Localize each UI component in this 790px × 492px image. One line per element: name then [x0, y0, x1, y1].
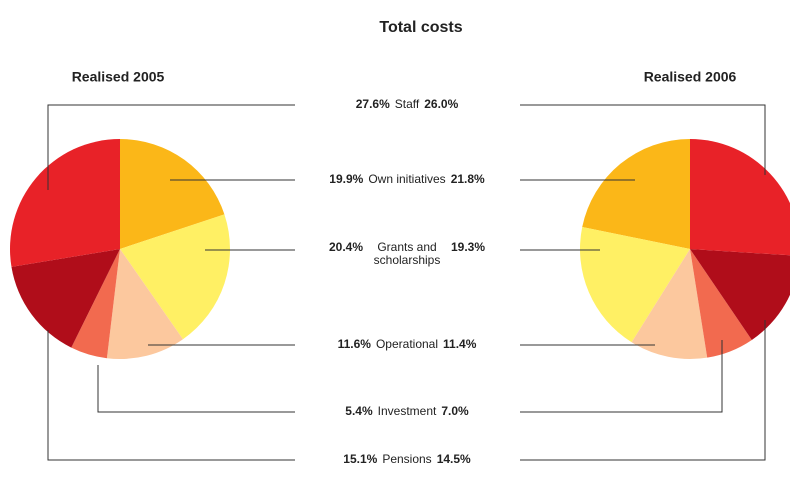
pie-slice — [690, 139, 790, 256]
value-label: 7.0% — [441, 404, 469, 418]
pie-slice — [120, 139, 225, 249]
leader-line — [47, 330, 295, 461]
pie-slice — [106, 249, 183, 359]
series-title: Realised 2005 — [72, 69, 165, 85]
category-label: Own initiatives — [368, 172, 446, 186]
chart-title: Total costs — [379, 19, 462, 36]
pie-slice — [582, 139, 690, 249]
value-label: 21.8% — [450, 172, 485, 186]
category-label: Pensions — [382, 452, 432, 466]
leader-line — [520, 104, 766, 175]
pie-slice — [11, 249, 120, 348]
category-label: Staff — [394, 97, 420, 111]
leader-line — [520, 320, 766, 461]
leader-line — [47, 104, 295, 190]
label-row: 15.1% Pensions 14.5% — [297, 453, 517, 466]
value-label: 14.5% — [436, 452, 471, 466]
pie-slice — [690, 249, 752, 358]
pie-slice — [120, 214, 230, 340]
label-row: 27.6% Staff 26.0% — [297, 98, 517, 111]
value-label: 20.4% — [328, 240, 363, 254]
leader-line — [97, 365, 295, 413]
label-row: 19.9% Own initiatives 21.8% — [297, 173, 517, 186]
category-label: Operational — [375, 337, 439, 351]
value-label: 5.4% — [345, 404, 373, 418]
value-label: 11.6% — [337, 337, 371, 351]
category-label: Grants and scholarships — [373, 240, 441, 267]
pie-slice — [631, 249, 708, 359]
pie-slice — [10, 139, 121, 267]
pie-slice — [580, 227, 690, 343]
value-label: 27.6% — [355, 97, 390, 111]
pie-slice — [690, 249, 790, 340]
label-row: 20.4% Grants and scholarships 19.3% — [297, 241, 517, 267]
category-label: Investment — [377, 404, 437, 418]
label-row: 5.4% Investment 7.0% — [297, 405, 517, 418]
value-label: 11.4% — [443, 337, 477, 351]
value-label: 26.0% — [424, 97, 459, 111]
pie-slice — [71, 249, 120, 359]
value-label: 15.1% — [343, 452, 378, 466]
label-row: 11.6% Operational 11.4% — [297, 338, 517, 351]
value-label: 19.3% — [451, 240, 486, 254]
value-label: 19.9% — [329, 172, 364, 186]
leader-line — [520, 340, 723, 413]
series-title: Realised 2006 — [644, 69, 737, 85]
